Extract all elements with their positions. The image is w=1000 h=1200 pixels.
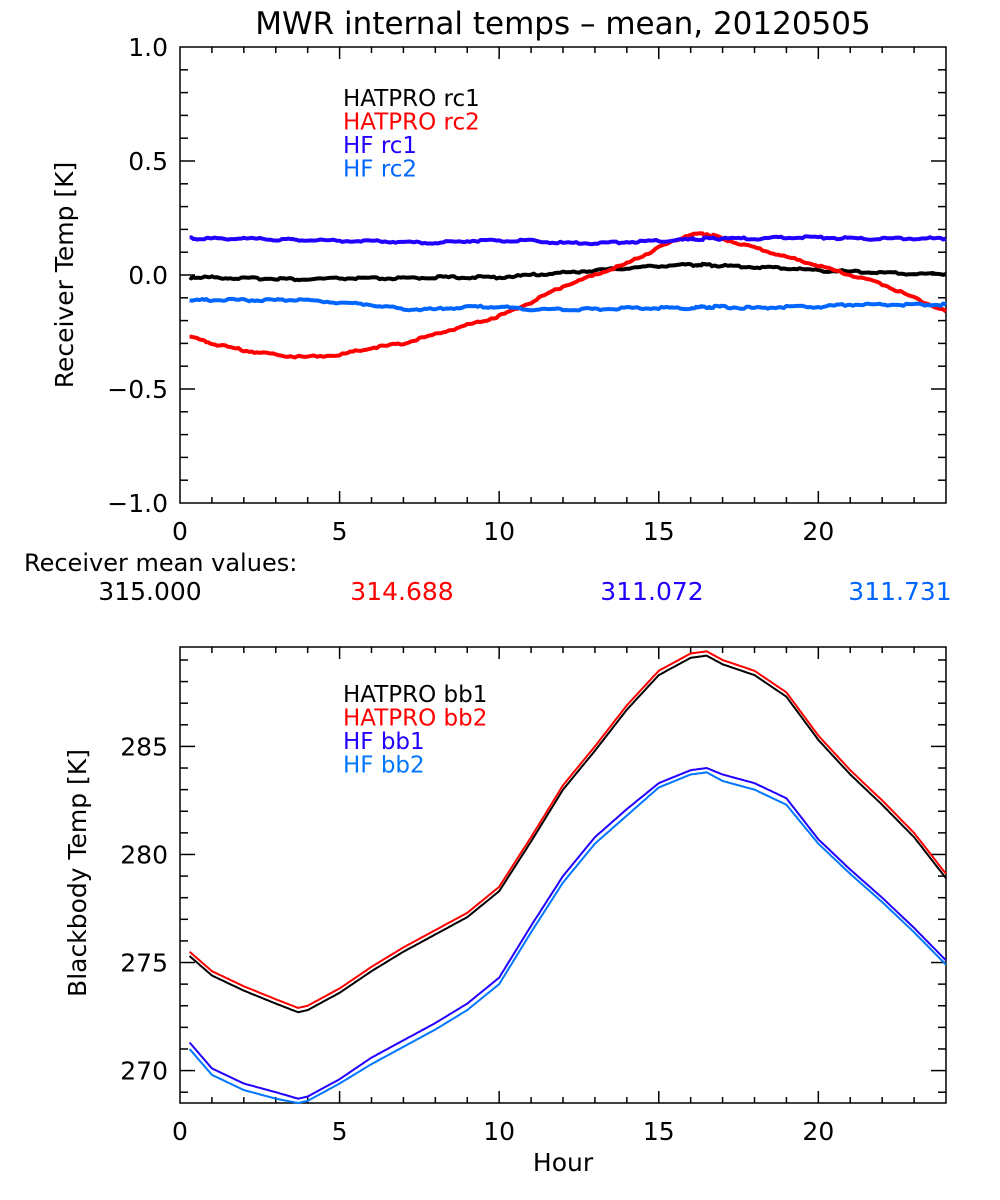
y-tick-label: 270 bbox=[120, 1057, 168, 1086]
series-line-hf-rc1 bbox=[189, 234, 947, 247]
legend-entry: HF bb2 bbox=[343, 753, 425, 779]
legend-entry: HATPRO rc1 bbox=[343, 86, 480, 112]
x-tick-label: 20 bbox=[802, 1117, 834, 1146]
x-tick-labels: 0 5 10 15 20 bbox=[172, 1117, 834, 1146]
receiver-mean-hf-rc1: 311.072 bbox=[600, 577, 703, 606]
series-line-hatpro-rc2 bbox=[189, 231, 948, 360]
receiver-mean-hf-rc2: 311.731 bbox=[848, 577, 951, 606]
x-tick-label: 0 bbox=[172, 1117, 188, 1146]
x-tick-label: 10 bbox=[483, 1117, 515, 1146]
legend-entry: HATPRO bb1 bbox=[343, 682, 487, 708]
x-tick-label: 15 bbox=[643, 1117, 675, 1146]
y-tick-label: 280 bbox=[120, 840, 168, 869]
y-tick-labels: 1.0 0.5 0.0 −0.5 −1.0 bbox=[107, 33, 168, 518]
receiver-mean-hatpro-rc1: 315.000 bbox=[98, 577, 201, 606]
x-tick-label: 5 bbox=[332, 517, 348, 546]
legend-entry: HF rc1 bbox=[343, 133, 417, 159]
series-line-hf-bb1 bbox=[188, 767, 947, 1100]
legend-entry: HATPRO rc2 bbox=[343, 110, 480, 136]
series-line-hf-bb2 bbox=[188, 771, 947, 1104]
y-axis-label: Blackbody Temp [K] bbox=[63, 749, 92, 997]
legend-entry: HF bb1 bbox=[343, 729, 425, 755]
series-line-hatpro-bb1 bbox=[188, 654, 947, 1014]
series-group bbox=[188, 650, 947, 1104]
y-tick-label: 275 bbox=[120, 949, 168, 978]
x-tick-label: 10 bbox=[483, 517, 515, 546]
series-line-hatpro-bb2 bbox=[188, 650, 947, 1009]
receiver-mean-hatpro-rc2: 314.688 bbox=[350, 577, 453, 606]
x-axis-label: Hour bbox=[533, 1148, 594, 1177]
legend-entry: HATPRO bb2 bbox=[343, 706, 487, 732]
y-tick-labels: 285 280 275 270 bbox=[120, 732, 168, 1085]
receiver-means-label: Receiver mean values: bbox=[24, 549, 297, 577]
series-line-hf-rc2 bbox=[189, 296, 947, 313]
x-tick-label: 20 bbox=[802, 517, 834, 546]
figure-title: MWR internal temps – mean, 20120505 bbox=[255, 6, 870, 42]
series-line-hatpro-rc1 bbox=[188, 261, 947, 283]
x-tick-label: 5 bbox=[332, 1117, 348, 1146]
y-tick-label: 285 bbox=[120, 732, 168, 761]
axis-ticks bbox=[180, 647, 946, 1103]
y-tick-label: 0.0 bbox=[128, 261, 168, 290]
series-group bbox=[188, 231, 948, 360]
x-tick-labels: 0 5 10 15 20 bbox=[172, 517, 834, 546]
y-tick-label: −1.0 bbox=[107, 489, 168, 518]
x-tick-label: 0 bbox=[172, 517, 188, 546]
receiver-temp-plot: 0 5 10 15 20 1.0 0.5 0.0 −0.5 −1.0 Receiver Temp… bbox=[50, 33, 948, 546]
blackbody-temp-plot: 0 5 10 15 20 285 280 275 270 Blackbody Temp [K]… bbox=[63, 646, 947, 1177]
axis-ticks bbox=[180, 47, 946, 503]
y-tick-label: −0.5 bbox=[107, 375, 168, 404]
y-tick-label: 0.5 bbox=[128, 147, 168, 176]
legend-entry: HF rc2 bbox=[343, 157, 417, 183]
y-tick-label: 1.0 bbox=[128, 33, 168, 62]
plot-frame bbox=[179, 46, 947, 504]
y-axis-label: Receiver Temp [K] bbox=[50, 162, 79, 389]
x-tick-label: 15 bbox=[643, 517, 675, 546]
